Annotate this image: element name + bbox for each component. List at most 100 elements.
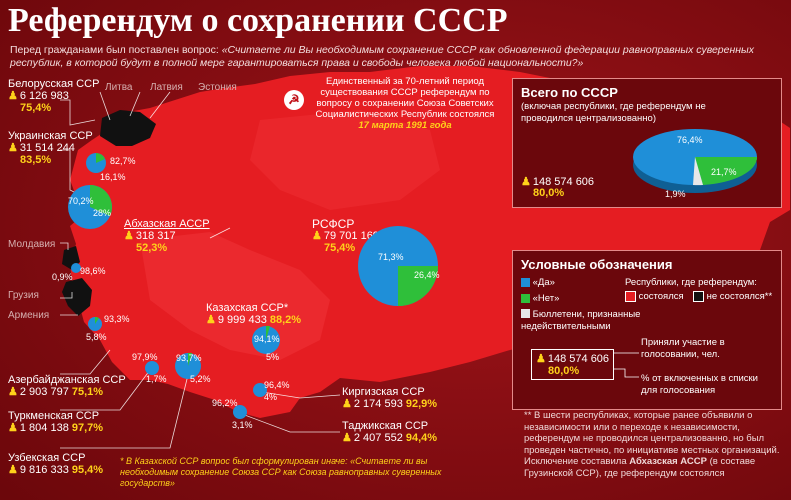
- legend-participated: Приняли участие в голосовании, чел.: [641, 337, 725, 360]
- voter-icon: ♟: [8, 422, 18, 434]
- pie-turkmen-yes: 97,9%: [132, 352, 158, 362]
- pie-total: [633, 129, 758, 193]
- region-siberia: [250, 110, 440, 210]
- pie-kirgiz-no: 4%: [264, 392, 278, 402]
- rep-ukraine-voters: 31 514 244: [19, 142, 75, 154]
- rep-abkhazia-voters: 318 317: [135, 230, 176, 242]
- legend-example-voters: 148 574 606: [547, 353, 610, 365]
- voter-icon: ♟: [124, 230, 134, 242]
- voter-icon: ♟: [8, 464, 18, 476]
- legend-not-held-label: не состоялся**: [706, 291, 773, 303]
- rep-turkmen-turnout: 97,7%: [71, 422, 104, 434]
- question-text: Перед гражданами был поставлен вопрос: «…: [10, 44, 780, 70]
- rep-abkhazia-name: Абхазская АССР: [124, 218, 210, 230]
- footnote-star: * В Казахской ССР вопрос был сформулиров…: [120, 456, 442, 488]
- legend-invalid-label: Бюллетени, признанные недействительными: [521, 309, 641, 332]
- rep-tajik: Таджикская ССР ♟ 2 407 552 94,4%: [342, 420, 437, 444]
- pie-azerbaijan-yes: 93,3%: [104, 314, 130, 324]
- footnote-double-star-bold: Абхазская АССР: [629, 456, 707, 467]
- rep-kazakh-name: Казахская ССР*: [206, 302, 289, 314]
- legend-held: состоялся: [625, 291, 684, 303]
- total-invalid: 1,9%: [665, 189, 686, 199]
- region-kazakh: [140, 232, 330, 360]
- total-note: (включая республики, где референдум не п…: [521, 101, 706, 124]
- total-voters: 148 574 606: [532, 176, 595, 188]
- rep-uzbek-turnout: 95,4%: [71, 464, 104, 476]
- pie-kazakh-no: 5%: [266, 352, 280, 362]
- not-held-estonia: Эстония: [198, 82, 237, 93]
- rep-kirgiz-voters: 2 174 593: [353, 398, 403, 410]
- pie-ukraine-yes: 70,2%: [68, 196, 94, 206]
- total-voters-row: ♟ 148 574 606: [521, 175, 594, 188]
- legend-no: «Нет»: [521, 293, 559, 305]
- leader-lines: [60, 91, 341, 449]
- footnote-double-star-text: ** В шести республиках, которые ранее об…: [524, 410, 780, 467]
- intro-text: Единственный за 70-летний период существ…: [310, 76, 500, 131]
- rep-belarus: Белорусская ССР ♟ 6 126 983 75,4%: [8, 78, 99, 114]
- pie-ukraine-no: 28%: [93, 208, 112, 218]
- rep-uzbek-voters: 9 816 333: [19, 464, 69, 476]
- pie-turkmen-no: 1,7%: [146, 374, 167, 384]
- rep-rsfsr-turnout: 75,4%: [324, 242, 356, 254]
- voter-icon: ♟: [521, 176, 531, 188]
- rep-kazakh-voters: 9 999 433: [217, 314, 267, 326]
- rep-azerbaijan-name: Азербайджанская ССР: [8, 374, 126, 386]
- voter-icon: ♟: [8, 90, 18, 102]
- rep-belarus-turnout: 75,4%: [20, 102, 52, 114]
- pie-azerbaijan-no: 5,8%: [86, 332, 107, 342]
- pie-rsfsr-yes: 71,3%: [378, 252, 404, 262]
- legend-not-held: не состоялся**: [693, 291, 772, 303]
- intro-date: 17 марта 1991 года: [358, 120, 452, 131]
- legend-held-label: состоялся: [638, 291, 684, 303]
- legend-example-turnout: 80,0%: [548, 365, 580, 377]
- rep-tajik-turnout: 94,4%: [405, 432, 438, 444]
- pie-belarus-no: 16,1%: [100, 172, 126, 182]
- rep-ukraine-name: Украинская ССР: [8, 130, 93, 142]
- legend-yes: «Да»: [521, 277, 555, 289]
- not-held-lithuania: Литва: [105, 82, 133, 93]
- voter-icon: ♟: [536, 353, 546, 365]
- not-held-armenia: Армения: [8, 310, 50, 321]
- voter-icon: ♟: [8, 386, 18, 398]
- rep-azerbaijan: Азербайджанская ССР ♟ 2 903 797 75,1%: [8, 374, 126, 398]
- pie-tajik-no: 3,1%: [232, 420, 253, 430]
- total-yes: 76,4%: [677, 135, 703, 145]
- pie-tajik-yes: 96,2%: [212, 398, 238, 408]
- pie-kirgiz-yes: 96,4%: [264, 380, 290, 390]
- pie-kazakh-yes: 94,1%: [254, 334, 280, 344]
- rep-kirgiz-name: Киргизская ССР: [342, 386, 425, 398]
- pie-rsfsr-no: 26,4%: [414, 270, 440, 280]
- total-no: 21,7%: [711, 167, 737, 177]
- rep-tajik-name: Таджикская ССР: [342, 420, 429, 432]
- no-swatch: [521, 293, 530, 303]
- rep-ukraine-turnout: 83,5%: [20, 154, 52, 166]
- total-turnout: 80,0%: [533, 187, 565, 199]
- pie-uzbek-no: 5,2%: [190, 374, 211, 384]
- total-title: Всего по СССР: [521, 85, 618, 100]
- voter-icon: ♟: [342, 432, 352, 444]
- baltic-not-held: [100, 110, 156, 146]
- hammer-sickle-icon: ☭: [284, 90, 304, 110]
- legend-example: ♟ 148 574 606 80,0%: [531, 349, 615, 380]
- rep-turkmen: Туркменская ССР ♟ 1 804 138 97,7%: [8, 410, 103, 434]
- legend-invalid: Бюллетени, признанные недействительными: [521, 309, 641, 332]
- rep-turkmen-voters: 1 804 138: [19, 422, 69, 434]
- rep-tajik-voters: 2 407 552: [353, 432, 403, 444]
- rep-abkhazia-turnout: 52,3%: [136, 242, 168, 254]
- rep-ukraine: Украинская ССР ♟ 31 514 244 83,5%: [8, 130, 93, 166]
- rep-kazakh-turnout: 88,2%: [269, 314, 302, 326]
- rep-kirgiz: Киргизская ССР ♟ 2 174 593 92,9%: [342, 386, 437, 410]
- legend-pointer-lines: [613, 352, 639, 378]
- not-held-georgia: Грузия: [8, 290, 39, 301]
- footnote-double-star-tail: (в составе Грузинской ССР), где референд…: [524, 456, 756, 479]
- rep-azerbaijan-turnout: 75,1%: [71, 386, 104, 398]
- legend-title: Условные обозначения: [521, 257, 673, 272]
- rep-azerbaijan-voters: 2 903 797: [19, 386, 69, 398]
- not-held-swatch: [693, 291, 704, 302]
- pie-abkhazia-no: 0,9%: [52, 272, 73, 282]
- pie-belarus-yes: 82,7%: [110, 156, 136, 166]
- rep-kirgiz-turnout: 92,9%: [405, 398, 438, 410]
- rep-rsfsr-name: РСФСР: [312, 217, 355, 231]
- question-quote: «Считаете ли Вы необходимым сохранение С…: [10, 44, 754, 69]
- voter-icon: ♟: [206, 314, 216, 326]
